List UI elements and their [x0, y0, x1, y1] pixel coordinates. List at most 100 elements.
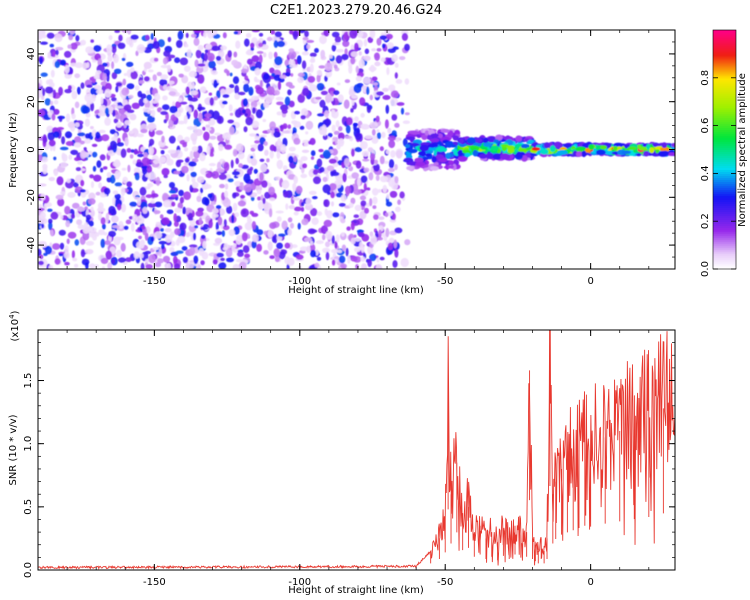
- colorbar-step: [713, 187, 736, 190]
- colorbar-step: [713, 151, 736, 155]
- colorbar-step: [713, 207, 736, 210]
- colorbar-step: [713, 59, 736, 63]
- y-tick-label: 0: [26, 146, 37, 152]
- colorbar-step: [713, 201, 736, 204]
- colorbar-step: [713, 229, 736, 232]
- spectrogram-panel: -150 -100 -50 0 -40 -20 0 20 40 Height of strai…: [8, 29, 676, 296]
- colorbar-step: [713, 39, 736, 43]
- colorbar-step: [713, 123, 736, 127]
- heatmap-region-3: [529, 141, 675, 158]
- colorbar-step: [713, 43, 736, 47]
- colorbar-step: [713, 73, 736, 77]
- colorbar-step: [713, 165, 736, 169]
- colorbar-step: [713, 30, 736, 33]
- colorbar-step: [713, 135, 736, 139]
- snr-y-axis: 0.0 0.5 1.0 1.5: [23, 329, 675, 578]
- colorbar-step: [713, 241, 736, 244]
- colorbar-step: [713, 259, 736, 262]
- colorbar-step: [713, 233, 736, 236]
- colorbar-step: [713, 143, 736, 147]
- colorbar-step: [713, 79, 736, 83]
- colorbar-step: [713, 37, 736, 41]
- spectrogram-x-label: Height of straight line (km): [288, 285, 424, 296]
- colorbar-step: [713, 129, 736, 133]
- colorbar-step: [713, 67, 736, 71]
- colorbar-step: [713, 75, 736, 79]
- y-tick-label: 1.0: [23, 436, 34, 452]
- heatmap-region-2: [457, 134, 536, 162]
- colorbar-step: [713, 115, 736, 119]
- colorbar-ticks: 0.0 0.2 0.4 0.6 0.8: [700, 70, 736, 277]
- x-tick-label: -50: [437, 577, 453, 588]
- colorbar-step: [713, 251, 736, 254]
- colorbar-step: [713, 57, 736, 61]
- colorbar-step: [713, 167, 736, 171]
- colorbar-step: [713, 113, 736, 117]
- colorbar-step: [713, 117, 736, 121]
- x-tick-label: 0: [587, 577, 593, 588]
- snr-x-axis: -150 -100 -50 0: [37, 330, 650, 588]
- colorbar-step: [713, 65, 736, 69]
- colorbar-step: [713, 81, 736, 85]
- snr-x-label: Height of straight line (km): [288, 585, 424, 596]
- colorbar-step: [713, 237, 736, 240]
- colorbar-step: [713, 47, 736, 51]
- colorbar-step: [713, 191, 736, 194]
- colorbar-step: [713, 141, 736, 145]
- spectrogram-y-axis: -40 -20 0 20 40: [26, 29, 675, 270]
- colorbar-step: [713, 107, 736, 111]
- colorbar-step: [713, 209, 736, 212]
- y-tick-label: 20: [26, 95, 37, 108]
- colorbar-step: [713, 211, 736, 214]
- colorbar-step: [713, 215, 736, 218]
- colorbar-step: [713, 189, 736, 192]
- colorbar-step: [713, 255, 736, 258]
- colorbar-frame: [712, 29, 737, 270]
- colorbar-step: [713, 161, 736, 165]
- colorbar-step: [713, 253, 736, 256]
- colorbar-tick-label: 0.0: [700, 261, 711, 277]
- snr-y-label: SNR (10 * v/v): [8, 414, 19, 485]
- colorbar-step: [713, 45, 736, 49]
- colorbar-step: [713, 95, 736, 99]
- x-tick-label: -150: [143, 577, 166, 588]
- colorbar-step: [713, 175, 736, 178]
- colorbar-step: [713, 195, 736, 198]
- colorbar-step: [713, 121, 736, 125]
- x-tick-label: -100: [288, 276, 311, 287]
- colorbar-step: [713, 131, 736, 135]
- colorbar-step: [713, 243, 736, 246]
- heatmap-region-1: [403, 128, 464, 172]
- colorbar-tick-label: 0.8: [700, 70, 711, 86]
- colorbar-step: [713, 221, 736, 224]
- x-tick-label: -150: [143, 276, 166, 287]
- colorbar-step: [713, 223, 736, 226]
- spectrogram-y-label: Frequency (Hz): [8, 112, 19, 188]
- colorbar-step: [713, 139, 736, 143]
- colorbar-step: [713, 179, 736, 182]
- colorbar-step: [713, 185, 736, 188]
- colorbar-step: [713, 105, 736, 109]
- colorbar-step: [713, 173, 736, 176]
- y-tick-label: 1.5: [23, 373, 34, 389]
- figure-title: C2E1.2023.279.20.46.G24: [270, 3, 442, 18]
- colorbar-step: [713, 197, 736, 200]
- colorbar-step: [713, 63, 736, 67]
- colorbar-step: [713, 41, 736, 45]
- colorbar-step: [713, 267, 736, 270]
- colorbar-step: [713, 249, 736, 252]
- colorbar-step: [713, 235, 736, 238]
- colorbar-step: [713, 219, 736, 222]
- x-tick-label: -50: [437, 276, 453, 287]
- colorbar-step: [713, 137, 736, 141]
- colorbar-step: [713, 49, 736, 53]
- colorbar-step: [713, 133, 736, 137]
- snr-series-line: [38, 330, 675, 570]
- colorbar-step: [713, 245, 736, 248]
- colorbar-tick-label: 0.4: [700, 165, 711, 181]
- colorbar-step: [713, 171, 736, 174]
- colorbar-step: [713, 247, 736, 250]
- snr-y-scale: (x104): [8, 310, 21, 341]
- colorbar-step: [713, 263, 736, 266]
